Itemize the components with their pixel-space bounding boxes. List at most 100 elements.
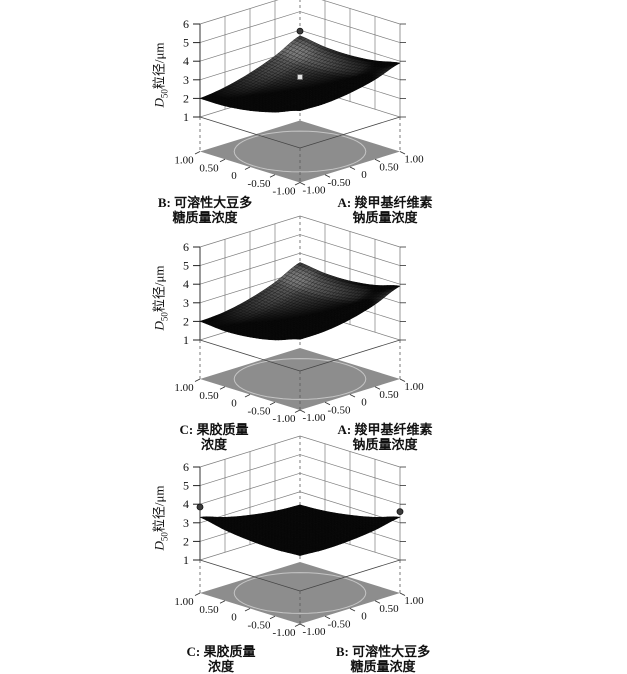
left-axis-tick-label: -0.50 — [248, 405, 271, 417]
left-axis-tick — [195, 152, 200, 155]
z-axis-tick-label: 2 — [183, 91, 189, 105]
left-axis-tick — [270, 175, 275, 178]
z-label-symbol: D — [152, 321, 167, 330]
left-axis-tick-label: 0 — [231, 612, 237, 624]
surface-mesh — [200, 36, 400, 112]
z-label-symbol: D — [152, 541, 167, 550]
wall-gridline-z — [200, 473, 400, 504]
right-axis-tick-label: -1.00 — [303, 185, 326, 197]
right-axis-tick — [350, 395, 355, 398]
right-axis-tick-label: -0.50 — [328, 404, 351, 416]
left-axis-tick — [195, 379, 200, 382]
left-axis-label-plot3: C: 果胶质量 浓度 — [187, 645, 256, 674]
axis-label-line: 浓度 — [180, 438, 249, 453]
right-axis-tick-label: -0.50 — [328, 177, 351, 189]
left-axis-tick — [245, 609, 250, 612]
design-point-square — [298, 75, 303, 80]
left-axis-tick-label: -0.50 — [248, 619, 271, 631]
z-label-subscript: 50 — [159, 532, 169, 541]
z-axis-tick-label: 4 — [183, 54, 189, 68]
right-axis-label-plot2: A: 羧甲基纤维素 钠质量浓度 — [338, 423, 433, 452]
z-axis-tick-label: 4 — [183, 277, 189, 291]
z-axis-label-plot3: D50粒径/μm — [149, 485, 170, 550]
surface-plot-1: 1.000.500-0.50-1.00-1.00-0.5000.501.0012… — [174, 0, 424, 198]
left-axis-label-plot2: C: 果胶质量 浓度 — [180, 423, 249, 452]
left-axis-tick — [270, 616, 275, 619]
z-axis-tick-label: 3 — [183, 73, 189, 87]
z-axis-tick-label: 5 — [183, 36, 189, 50]
left-axis-tick-label: -1.00 — [273, 413, 296, 425]
left-axis-tick-label: 0 — [231, 170, 237, 182]
z-axis-tick-label: 2 — [183, 534, 189, 548]
axis-label-line: A: 羧甲基纤维素 — [338, 196, 433, 211]
z-axis-tick-label: 1 — [183, 110, 189, 124]
left-axis-tick-label: 1.00 — [174, 155, 194, 167]
left-axis-tick — [270, 402, 275, 405]
right-axis-label-plot3: B: 可溶性大豆多 糖质量浓度 — [336, 645, 430, 674]
left-axis-tick-label: 0.50 — [199, 162, 219, 174]
axis-label-line: 钠质量浓度 — [338, 211, 433, 226]
z-axis-tick-label: 6 — [183, 17, 189, 31]
right-axis-tick-label: -1.00 — [303, 626, 326, 638]
right-axis-tick — [350, 167, 355, 170]
left-axis-tick — [220, 601, 225, 604]
left-axis-tick-label: -1.00 — [273, 186, 296, 198]
design-point-dot — [297, 28, 303, 34]
z-axis-tick-label: 6 — [183, 460, 189, 474]
left-axis-tick-label: -1.00 — [273, 627, 296, 639]
z-axis-label-plot2: D50粒径/μm — [149, 265, 170, 330]
right-axis-tick-label: 1.00 — [404, 381, 424, 393]
design-point-dot — [397, 509, 403, 515]
left-axis-tick — [195, 593, 200, 596]
surface-mesh — [200, 263, 400, 341]
left-axis-tick-label: 1.00 — [174, 382, 194, 394]
axis-label-line: 糖质量浓度 — [336, 660, 430, 674]
z-axis-tick-label: 5 — [183, 479, 189, 493]
right-axis-tick-label: 0.50 — [379, 603, 399, 615]
right-axis-tick-label: 1.00 — [404, 154, 424, 166]
left-axis-tick — [245, 167, 250, 170]
left-axis-tick — [295, 183, 300, 186]
left-axis-tick — [245, 395, 250, 398]
z-axis-tick-label: 3 — [183, 296, 189, 310]
right-axis-tick-label: 0 — [361, 169, 367, 181]
z-axis-tick-label: 3 — [183, 516, 189, 530]
z-label-symbol: D — [152, 98, 167, 107]
right-axis-tick-label: 0.50 — [379, 389, 399, 401]
z-label-subscript: 50 — [159, 89, 169, 98]
z-axis-tick-label: 6 — [183, 240, 189, 254]
z-axis-tick-label: 1 — [183, 333, 189, 347]
right-axis-tick-label: 1.00 — [404, 595, 424, 607]
z-label-units: 粒径/μm — [152, 42, 167, 89]
axis-label-line: B: 可溶性大豆多 — [336, 645, 430, 660]
surface-plot-3: 1.000.500-0.50-1.00-1.00-0.5000.501.0012… — [174, 436, 424, 639]
axis-label-line: A: 羧甲基纤维素 — [338, 423, 433, 438]
left-axis-tick-label: 1.00 — [174, 596, 194, 608]
z-axis-tick-label: 4 — [183, 497, 189, 511]
left-axis-tick — [220, 159, 225, 162]
left-axis-tick-label: 0 — [231, 398, 237, 410]
surface-plot-2: 1.000.500-0.50-1.00-1.00-0.5000.501.0012… — [174, 216, 424, 425]
z-axis-label-plot1: D50粒径/μm — [149, 42, 170, 107]
axis-label-line: 糖质量浓度 — [158, 211, 252, 226]
z-label-subscript: 50 — [159, 312, 169, 321]
left-axis-label-plot1: B: 可溶性大豆多 糖质量浓度 — [158, 196, 252, 225]
axis-label-line: C: 果胶质量 — [187, 645, 256, 660]
left-axis-tick — [295, 410, 300, 413]
left-axis-tick-label: 0.50 — [199, 604, 219, 616]
right-axis-tick-label: 0 — [361, 397, 367, 409]
right-axis-tick-label: 0.50 — [379, 161, 399, 173]
right-axis-label-plot1: A: 羧甲基纤维素 钠质量浓度 — [338, 196, 433, 225]
surface-mesh — [200, 505, 400, 556]
axis-label-line: 钠质量浓度 — [338, 438, 433, 453]
axis-label-line: C: 果胶质量 — [180, 423, 249, 438]
right-axis-tick-label: -0.50 — [328, 618, 351, 630]
left-axis-tick — [220, 387, 225, 390]
z-axis-tick-label: 1 — [183, 553, 189, 567]
left-axis-tick — [295, 624, 300, 627]
z-axis-tick-label: 5 — [183, 259, 189, 273]
design-point-dot — [197, 504, 203, 510]
right-axis-tick — [350, 609, 355, 612]
left-axis-tick-label: 0.50 — [199, 390, 219, 402]
